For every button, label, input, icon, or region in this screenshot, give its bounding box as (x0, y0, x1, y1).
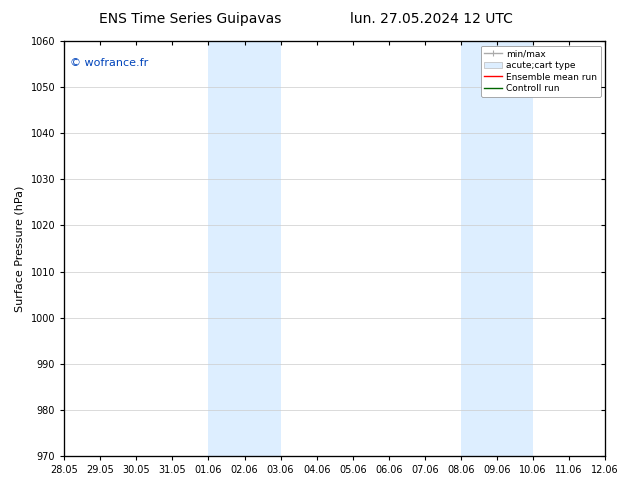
Legend: min/max, acute;cart type, Ensemble mean run, Controll run: min/max, acute;cart type, Ensemble mean … (481, 46, 600, 97)
Text: lun. 27.05.2024 12 UTC: lun. 27.05.2024 12 UTC (350, 12, 512, 26)
Text: ENS Time Series Guipavas: ENS Time Series Guipavas (99, 12, 281, 26)
Y-axis label: Surface Pressure (hPa): Surface Pressure (hPa) (15, 185, 25, 312)
Bar (461, 41, 533, 456)
Bar (209, 41, 281, 456)
Text: © wofrance.fr: © wofrance.fr (70, 58, 148, 68)
